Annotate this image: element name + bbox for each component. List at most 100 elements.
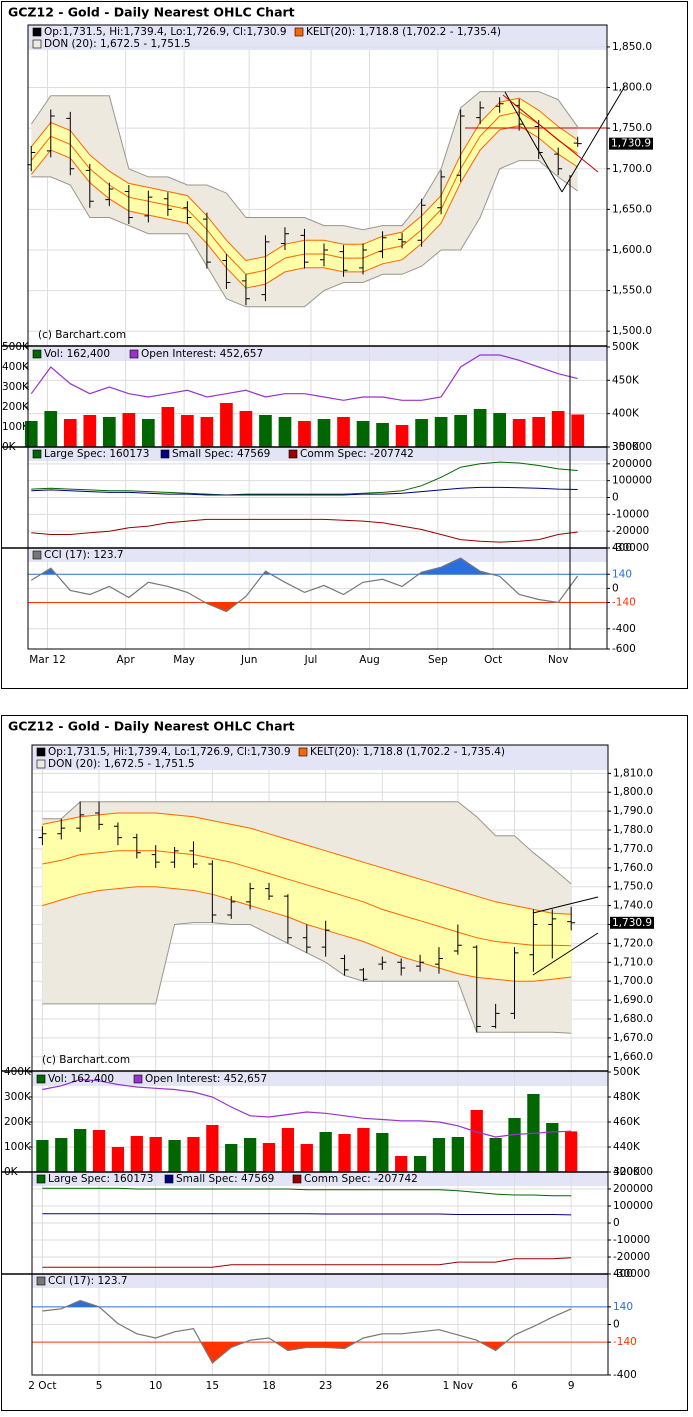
y-tick-label: 1,760.0 (613, 862, 653, 874)
volume-bar (298, 421, 311, 447)
cci-line (30, 557, 579, 613)
donchian-upper (30, 91, 579, 231)
x-tick-label: Aug (359, 654, 380, 666)
volume-bar (168, 1140, 181, 1172)
ohlc-bar (495, 97, 504, 113)
ohlc-bar (434, 947, 443, 974)
y-tick-label: 300K (4, 1091, 32, 1103)
ohlc-bar (208, 860, 217, 923)
volume-bar (470, 1110, 483, 1172)
legend-swatch (32, 349, 42, 359)
ohlc-bar (85, 163, 94, 208)
x-tick-label: 1 Nov (443, 1380, 474, 1392)
volume-bar (92, 1130, 106, 1172)
trend-line (502, 94, 599, 173)
x-tick-label: Apr (116, 654, 135, 666)
legend-swatch (36, 747, 46, 757)
ohlc-bar (437, 170, 446, 215)
cci-zone-fill (42, 1342, 572, 1363)
legend-band (32, 1274, 608, 1288)
legend-swatch (298, 747, 308, 757)
volume-bar (220, 403, 233, 447)
volume-bar (243, 1138, 257, 1172)
y-tick-label: 1,670.0 (613, 1032, 653, 1044)
volume-bar (432, 1138, 446, 1172)
x-tick-label: 6 (511, 1380, 518, 1392)
ohlc-bar (339, 245, 348, 277)
cot-line (42, 1257, 572, 1268)
y-tick-label: 1,780.0 (613, 824, 653, 836)
ohlc-bar (163, 192, 172, 216)
y-tick-label: -20000 (613, 1251, 650, 1263)
y2-tick-label: 400K (612, 408, 640, 420)
volume-bar (102, 417, 116, 447)
open-interest-line (42, 1078, 572, 1138)
y-tick-label: 1,650.0 (612, 203, 652, 215)
price-tag-label: 1,730.9 (611, 138, 651, 150)
ohlc-bar (265, 882, 274, 900)
legend-swatch (32, 39, 42, 49)
y2-tick-label: 500K (613, 1066, 641, 1078)
ohlc-bar (472, 945, 481, 1033)
legend-swatch (133, 1074, 143, 1084)
ohlc-bar (398, 232, 407, 249)
y-tick-label: 200K (4, 1116, 32, 1128)
ohlc-bar (105, 182, 114, 207)
volume-bar (161, 407, 175, 447)
legend-label: Vol: 162,400 (48, 1073, 114, 1085)
y-tick-label: 1,800.0 (613, 786, 653, 798)
ohlc-bar (397, 958, 406, 976)
ohlc-bar (491, 1003, 500, 1029)
ohlc-bar (227, 896, 236, 919)
ohlc-bar (378, 956, 387, 970)
ohlc-bar (57, 818, 66, 840)
y-tick-label: 1,550.0 (612, 285, 652, 297)
watermark: (c) Barchart.com (38, 329, 126, 341)
donchian-lower (31, 160, 578, 308)
ohlc-bar (359, 243, 368, 275)
ohlc-bar (246, 882, 255, 910)
chart-title: GCZ12 - Gold - Daily Nearest OHLC Chart (8, 719, 295, 734)
volume-bar (434, 417, 448, 447)
legend-band (32, 1072, 608, 1086)
y-tick-label: 1,690.0 (613, 994, 653, 1006)
open-interest-line (30, 354, 578, 401)
x-tick-label: 5 (96, 1380, 103, 1392)
ohlc-bar (132, 833, 141, 859)
y-tick-label: -10000 (613, 1234, 650, 1246)
legend-label: DON (20): 1,672.5 - 1,751.5 (44, 38, 191, 50)
volume-bar (415, 419, 428, 447)
ohlc-bar (416, 954, 425, 972)
cci-zone-fill (41, 558, 492, 575)
legend-swatch (32, 550, 42, 560)
cot-line (31, 518, 578, 543)
trend-line (532, 896, 599, 914)
y-tick-label: 1,710.0 (613, 956, 653, 968)
plot-border (31, 744, 609, 1376)
ohlc-bar (302, 924, 311, 953)
y-tick-label: 0 (613, 1319, 620, 1331)
keltner-lower (42, 886, 572, 982)
volume-bar (395, 1156, 408, 1172)
legend-label: Comm Spec: -207742 (304, 1173, 418, 1185)
ohlc-bar (573, 136, 582, 147)
trend-line (561, 85, 626, 193)
volume-bar (225, 1144, 238, 1172)
volume-bar (512, 419, 526, 447)
y-tick-label: -140 (613, 1336, 637, 1348)
volume-bar (130, 1136, 143, 1172)
y-tick-label: -30000 (613, 1268, 650, 1280)
y-tick-label: 300000 (612, 441, 652, 453)
volume-bar (338, 1134, 351, 1172)
volume-bar (571, 414, 585, 447)
volume-bar (74, 1129, 87, 1172)
volume-bar (200, 417, 214, 447)
ohlc-bar (151, 845, 160, 868)
y-tick-label: 1,800.0 (612, 82, 652, 94)
volume-bar (451, 1137, 464, 1172)
volume-bar (454, 415, 467, 447)
x-tick-label: 2 Oct (28, 1380, 56, 1392)
legend-swatch (32, 27, 42, 37)
ohlc-bar (417, 198, 426, 247)
